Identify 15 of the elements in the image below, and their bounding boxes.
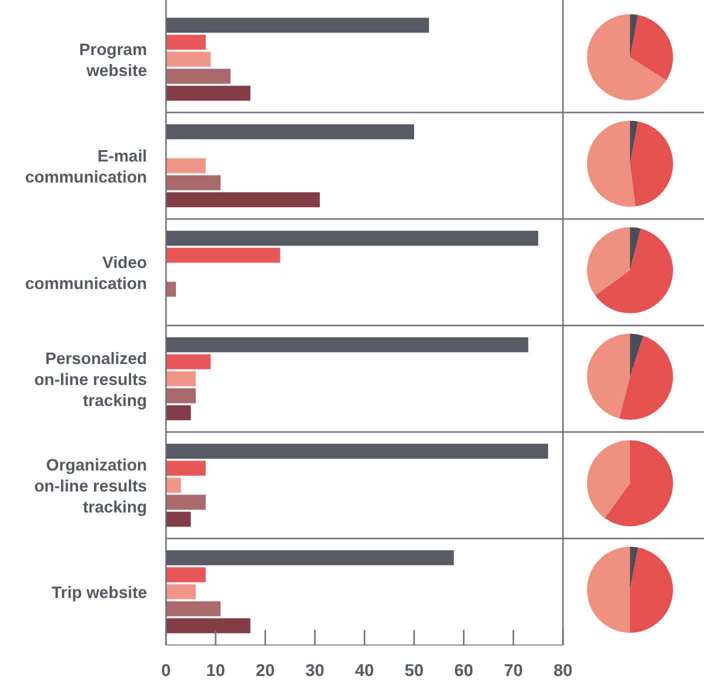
- x-tick-label: 70: [504, 661, 523, 680]
- y-tick-label: Organization on-line results tracking: [34, 456, 147, 516]
- y-tick-label: Trip website: [52, 584, 147, 602]
- x-tick-label: 30: [305, 661, 324, 680]
- x-tick-label: 40: [355, 661, 374, 680]
- y-tick-label: Program website: [79, 40, 147, 80]
- y-tick-label: Personalized on-line results tracking: [34, 350, 147, 410]
- x-tick-label: 80: [554, 661, 572, 680]
- x-tick-label: 10: [206, 661, 226, 680]
- x-tick-label: 60: [454, 661, 474, 680]
- x-tick-label: 50: [404, 661, 424, 680]
- x-tick-label: 20: [256, 661, 275, 680]
- x-tick-label: 0: [161, 661, 171, 680]
- y-tick-label: E-mail communication: [25, 147, 147, 186]
- y-tick-label: Video communication: [25, 254, 147, 293]
